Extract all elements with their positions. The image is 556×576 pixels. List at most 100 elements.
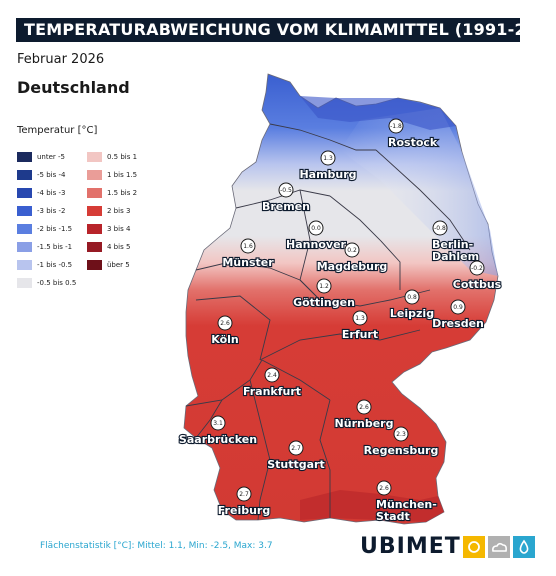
legend-item: 4 bis 5 [87, 242, 130, 253]
legend-swatch [17, 260, 32, 270]
legend-item: 0.5 bis 1 [87, 152, 137, 163]
city-value: 2.7 [291, 445, 301, 452]
legend-label: -5 bis -4 [37, 171, 66, 179]
sun-icon [463, 536, 485, 558]
legend-item: 1 bis 1.5 [87, 170, 137, 181]
legend-swatch [87, 206, 102, 216]
city-name: Saarbrücken [179, 433, 257, 446]
legend-item: -3 bis -2 [17, 206, 65, 217]
map-title: TEMPERATURABWEICHUNG VOM KLIMAMITTEL (19… [16, 18, 520, 42]
city-name: Hamburg [299, 168, 356, 181]
cloud-icon [488, 536, 510, 558]
legend-label: unter -5 [37, 153, 66, 161]
legend-item: -1.5 bis -1 [17, 242, 72, 253]
legend-label: 1.5 bis 2 [107, 189, 138, 197]
legend-item: 2 bis 3 [87, 206, 130, 217]
city-value-circle [236, 486, 252, 502]
city-marker: 2.7 Stuttgart [266, 440, 326, 472]
city-value-circle [264, 367, 280, 383]
city-marker: -1.8 Rostock [387, 118, 439, 150]
region-name: Deutschland [17, 78, 130, 97]
city-value-circle [320, 150, 336, 166]
city-value: 3.1 [213, 420, 223, 427]
legend-swatch [17, 188, 32, 198]
legend-item: 1.5 bis 2 [87, 188, 137, 199]
legend-label: 3 bis 4 [107, 225, 131, 233]
city-value: 1.3 [323, 155, 333, 162]
city-value-circle [356, 399, 372, 415]
east-cool-overlay [340, 108, 498, 276]
city-value: 0.0 [311, 225, 321, 232]
city-name: Cottbus [453, 278, 502, 291]
legend-item: 3 bis 4 [87, 224, 130, 235]
city-marker: 0.9 Dresden [431, 299, 485, 331]
city-value: 1.3 [355, 315, 365, 322]
legend-title: Temperatur [°C] [17, 125, 98, 136]
legend-item: unter -5 [17, 152, 65, 163]
legend-item: -2 bis -1.5 [17, 224, 72, 235]
city-value-circle [469, 260, 485, 276]
area-statistics: Flächenstatistik [°C]: Mittel: 1.1, Min:… [40, 541, 273, 551]
city-marker: 1.6 Münster [221, 238, 275, 270]
city-value: 2.3 [396, 431, 406, 438]
legend-item: -0.5 bis 0.5 [17, 278, 76, 289]
city-marker: -0.2 Cottbus [452, 260, 503, 292]
city-value: 2.6 [379, 485, 389, 492]
city-value: -1.8 [390, 123, 402, 130]
city-marker: 2.7 Freiburg [217, 486, 271, 518]
legend-label: 0.5 bis 1 [107, 153, 138, 161]
city-marker: 1.2 Göttingen [292, 278, 356, 310]
city-name: Berlin- [432, 238, 473, 251]
city-marker: 2.4 Frankfurt [242, 367, 302, 399]
city-name: Hannover [286, 238, 346, 251]
legend-swatch [87, 260, 102, 270]
city-marker: 2.6 Köln [210, 315, 240, 347]
city-name: Rostock [388, 136, 438, 149]
city-value-circle [344, 242, 360, 258]
alps-warm-zone [300, 490, 444, 522]
legend-swatch [87, 170, 102, 180]
city-marker: 0.2 Magdeburg [316, 242, 388, 274]
city-value: 1.2 [319, 283, 329, 290]
city-value-circle [210, 415, 226, 431]
legend-label: -1.5 bis -1 [37, 243, 73, 251]
city-marker: -0.8 Berlin-Dahlem [431, 220, 480, 264]
city-name: Dahlem [432, 250, 479, 263]
city-value-circle [450, 299, 466, 315]
state-borders [185, 123, 471, 521]
legend-label: -2 bis -1.5 [37, 225, 73, 233]
city-name: Nürnberg [335, 417, 394, 430]
city-name: Frankfurt [243, 385, 301, 398]
legend-swatch [87, 152, 102, 162]
city-value-circle [352, 310, 368, 326]
legend-swatch [87, 188, 102, 198]
city-value: -0.8 [434, 225, 446, 232]
coast-cold-zone [300, 96, 456, 130]
city-value-circle [393, 426, 409, 442]
city-name: Leipzig [390, 307, 434, 320]
city-marker: 3.1 Saarbrücken [178, 415, 258, 447]
city-value-circle [240, 238, 256, 254]
city-marker: 1.3 Hamburg [298, 150, 358, 182]
map-subtitle: Februar 2026 [17, 52, 105, 67]
city-value: -0.2 [471, 265, 483, 272]
brand-icons [463, 536, 535, 558]
legend-swatch [17, 170, 32, 180]
legend-label: -0.5 bis 0.5 [37, 279, 77, 287]
city-name: Regensburg [364, 444, 439, 457]
city-value-circle [288, 440, 304, 456]
city-value-circle [278, 182, 294, 198]
city-name: Magdeburg [317, 260, 388, 273]
city-value-circle [432, 220, 448, 236]
city-name: Freiburg [218, 504, 270, 517]
city-value: 0.9 [453, 304, 463, 311]
city-name: Erfurt [342, 328, 378, 341]
legend-label: -3 bis -2 [37, 207, 66, 215]
legend-swatch [17, 206, 32, 216]
city-value: 2.6 [220, 320, 230, 327]
city-value: 2.6 [359, 404, 369, 411]
legend-swatch [17, 278, 32, 288]
legend-swatch [87, 242, 102, 252]
legend-swatch [17, 242, 32, 252]
